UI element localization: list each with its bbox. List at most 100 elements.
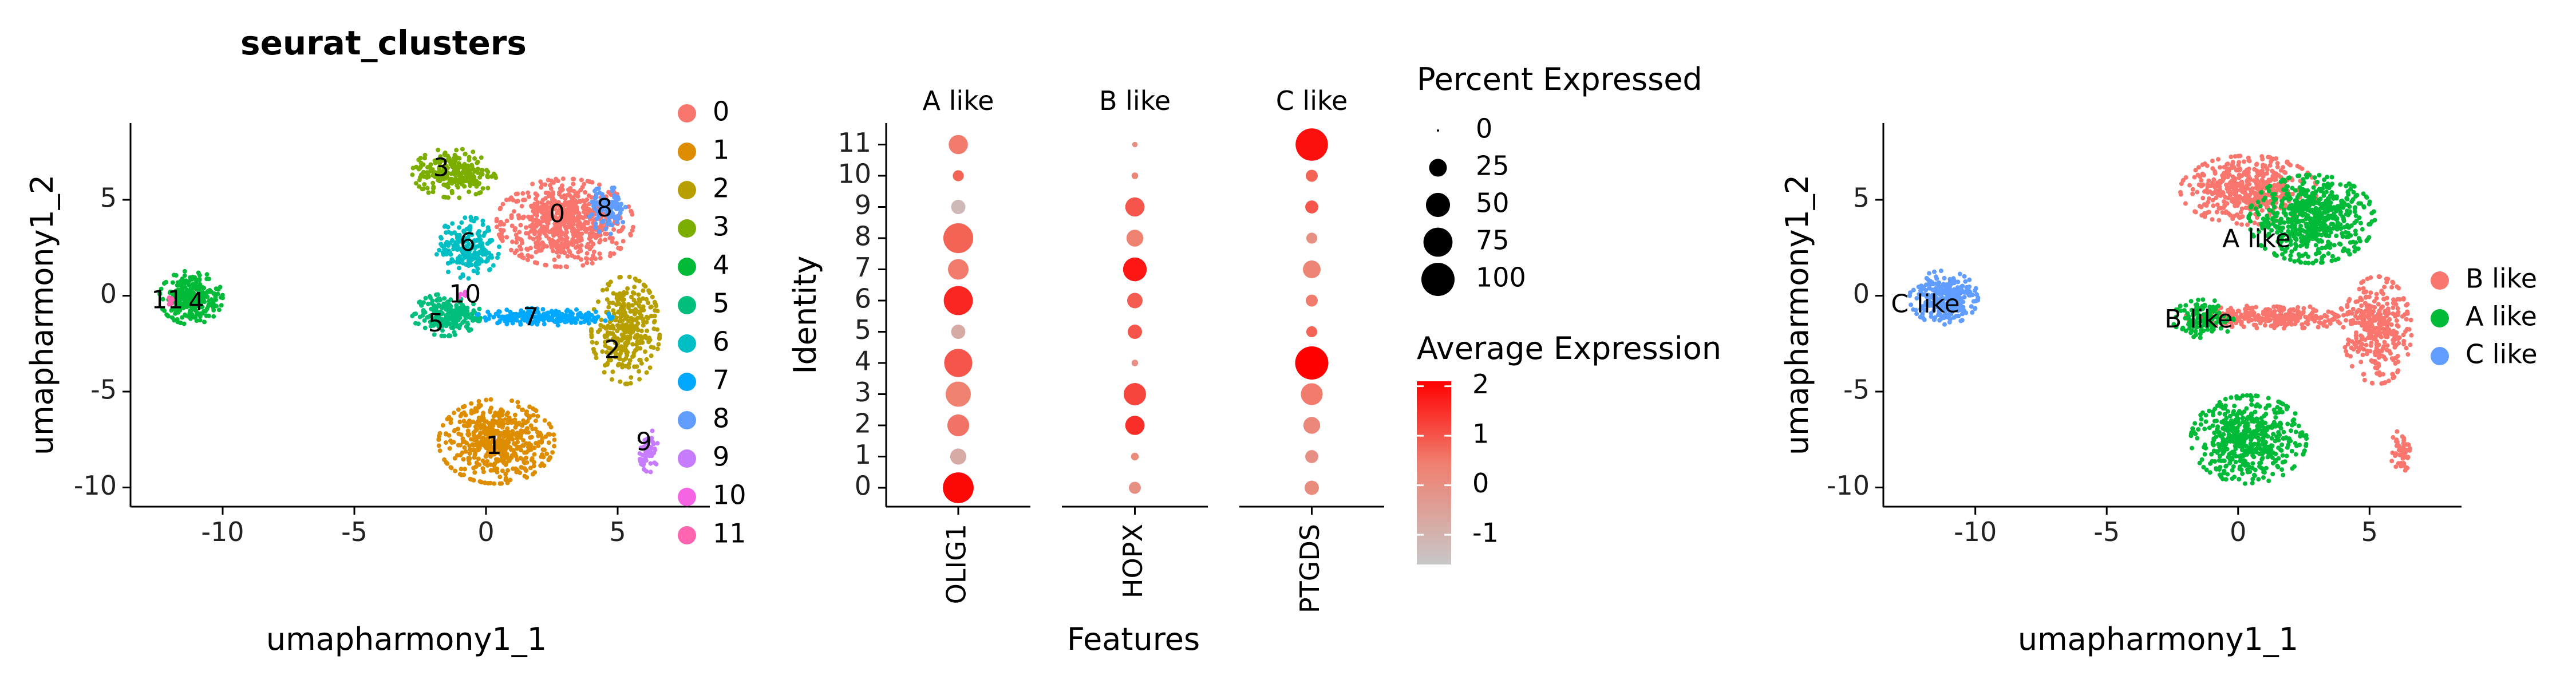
data-point: [162, 308, 167, 313]
data-point: [644, 335, 649, 341]
data-point: [472, 156, 477, 161]
data-point: [177, 300, 182, 305]
data-point: [2354, 330, 2358, 335]
y-tick-label: -10: [74, 470, 117, 501]
data-point: [539, 454, 544, 459]
data-point: [498, 219, 503, 224]
data-point: [473, 192, 479, 197]
data-point: [491, 263, 496, 268]
data-point: [2338, 242, 2343, 247]
data-point: [615, 323, 620, 328]
data-point: [459, 220, 464, 225]
data-point: [521, 198, 526, 203]
data-point: [528, 465, 533, 471]
data-point: [193, 303, 199, 309]
data-point: [491, 451, 496, 456]
data-point: [575, 255, 580, 260]
data-point: [2404, 345, 2409, 350]
data-point: [648, 469, 653, 475]
data-point: [533, 196, 538, 202]
data-point: [463, 151, 468, 156]
dot-PTGDS-10: [1306, 169, 1318, 182]
data-point: [187, 308, 192, 313]
data-point: [2395, 306, 2400, 311]
data-point: [182, 302, 187, 307]
data-point: [540, 219, 546, 224]
data-point: [2400, 447, 2405, 452]
data-point: [2246, 155, 2251, 160]
data-point: [648, 305, 653, 310]
data-point: [513, 454, 519, 459]
data-point: [507, 415, 512, 420]
data-point: [420, 187, 425, 192]
dot-HOPX-8: [1126, 230, 1144, 247]
data-point: [596, 299, 600, 304]
data-point: [586, 208, 591, 214]
data-point: [509, 455, 514, 460]
data-point: [2210, 159, 2215, 164]
data-point: [2368, 275, 2373, 280]
data-point: [2271, 211, 2277, 216]
data-point: [2244, 303, 2249, 309]
umap-groups-points: [1907, 153, 2414, 486]
x-tick-label: -10: [201, 516, 244, 547]
data-point: [632, 311, 637, 317]
dot-PTGDS-9: [1305, 200, 1318, 214]
data-point: [584, 251, 590, 256]
data-point: [2295, 164, 2300, 169]
data-point: [2329, 190, 2334, 195]
data-point: [2353, 213, 2358, 218]
data-point: [631, 291, 637, 296]
data-point: [2266, 396, 2271, 401]
data-point: [438, 235, 443, 240]
data-point: [2321, 254, 2326, 259]
data-point: [489, 253, 494, 258]
data-point: [617, 319, 622, 324]
data-point: [616, 216, 621, 221]
data-point: [180, 290, 185, 295]
data-point: [437, 433, 442, 439]
legend-key-5: [678, 296, 696, 314]
data-point: [2373, 353, 2378, 358]
data-point: [580, 185, 585, 189]
data-point: [2332, 311, 2337, 317]
legend-label-9: 9: [713, 441, 729, 472]
data-point: [606, 338, 611, 343]
dot-PTGDS-3: [1301, 383, 1323, 405]
data-point: [475, 312, 480, 317]
data-point: [430, 189, 436, 195]
data-point: [636, 292, 641, 297]
data-point: [2284, 192, 2289, 197]
data-point: [550, 248, 555, 254]
legend-label-4: 4: [713, 250, 729, 281]
data-point: [515, 446, 520, 451]
data-point: [456, 163, 461, 168]
dot-OLIG1-3: [946, 381, 971, 407]
data-point: [456, 427, 460, 432]
data-point: [569, 207, 574, 212]
data-point: [488, 397, 493, 402]
data-point: [2285, 421, 2290, 427]
data-point: [540, 436, 545, 441]
data-point: [590, 180, 595, 185]
data-point: [197, 318, 203, 323]
data-point: [470, 173, 475, 178]
size-legend-key-25: [1429, 159, 1447, 177]
data-point: [623, 204, 628, 210]
percent-expressed-legend-title: Percent Expressed: [1417, 61, 1702, 97]
data-point: [620, 297, 625, 302]
data-point: [417, 299, 422, 305]
data-point: [608, 231, 613, 236]
data-point: [2280, 453, 2285, 458]
data-point: [570, 311, 575, 316]
data-point: [2234, 199, 2239, 204]
data-point: [2335, 223, 2340, 228]
data-point: [589, 256, 594, 262]
dot-OLIG1-7: [948, 259, 969, 280]
data-point: [2267, 183, 2273, 188]
data-point: [496, 440, 501, 445]
data-point: [2402, 312, 2407, 317]
data-point: [2233, 192, 2238, 197]
data-point: [434, 252, 439, 257]
data-point: [197, 277, 202, 282]
